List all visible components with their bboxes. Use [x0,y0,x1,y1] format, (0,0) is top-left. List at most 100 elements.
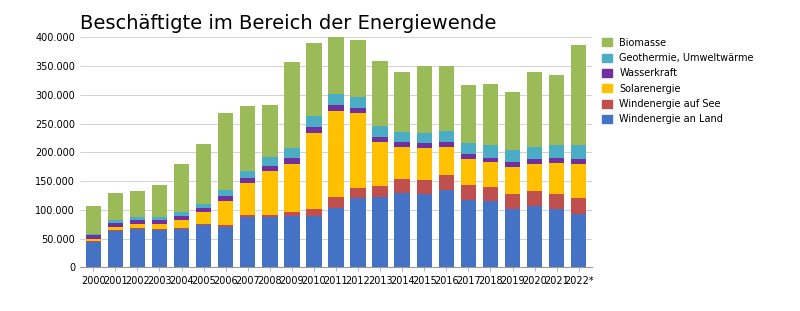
Bar [152,220,167,224]
Bar [174,229,190,267]
Bar [482,162,498,188]
Bar [196,225,211,267]
Bar [306,116,322,127]
Bar [328,111,344,197]
Bar [240,183,255,215]
Bar [218,196,234,201]
Bar [461,185,476,200]
Bar [505,150,520,162]
Bar [505,92,520,150]
Bar [527,207,542,267]
Bar [86,207,101,234]
Bar [373,186,388,197]
Bar [130,217,145,220]
Bar [373,142,388,186]
Bar [196,224,211,225]
Bar [218,190,234,196]
Bar [284,158,299,164]
Bar [461,159,476,185]
Bar [306,127,322,133]
Bar [107,231,123,267]
Bar [306,43,322,116]
Bar [107,220,123,223]
Bar [417,180,432,194]
Bar [130,229,145,267]
Bar [350,97,366,108]
Bar [394,147,410,179]
Bar [174,165,190,212]
Bar [86,234,101,235]
Bar [174,220,190,228]
Bar [86,242,101,267]
Bar [218,225,234,227]
Bar [527,191,542,207]
Bar [130,228,145,229]
Bar [505,194,520,209]
Bar [549,194,565,209]
Bar [527,72,542,147]
Bar [350,108,366,113]
Bar [394,179,410,193]
Bar [107,193,123,220]
Bar [571,198,586,214]
Bar [306,209,322,216]
Bar [218,227,234,267]
Bar [350,198,366,267]
Bar [218,201,234,225]
Bar [284,216,299,267]
Bar [284,62,299,148]
Bar [130,224,145,228]
Bar [240,171,255,178]
Bar [152,185,167,217]
Bar [571,159,586,164]
Bar [262,215,278,217]
Bar [350,39,366,97]
Bar [240,217,255,267]
Bar [262,166,278,171]
Bar [482,201,498,267]
Bar [438,142,454,147]
Bar [571,214,586,267]
Bar [549,163,565,194]
Bar [262,157,278,166]
Bar [438,66,454,131]
Bar [328,197,344,208]
Legend: Biomasse, Geothermie, Umweltwärme, Wasserkraft, Solarenergie, Windenergie auf Se: Biomasse, Geothermie, Umweltwärme, Wasse… [602,38,754,124]
Bar [417,194,432,267]
Bar [394,142,410,147]
Bar [130,220,145,224]
Bar [527,159,542,164]
Bar [196,144,211,204]
Bar [373,62,388,126]
Bar [306,216,322,267]
Text: Beschäftigte im Bereich der Energiewende: Beschäftigte im Bereich der Energiewende [80,14,496,33]
Bar [505,167,520,194]
Bar [417,133,432,143]
Bar [461,85,476,143]
Bar [196,204,211,208]
Bar [373,137,388,142]
Bar [482,85,498,146]
Bar [350,188,366,198]
Bar [328,208,344,267]
Bar [438,175,454,190]
Bar [373,126,388,137]
Bar [482,146,498,158]
Bar [174,228,190,229]
Bar [86,235,101,239]
Bar [549,158,565,163]
Bar [86,241,101,242]
Bar [174,216,190,220]
Bar [527,164,542,191]
Bar [262,104,278,157]
Bar [505,162,520,167]
Bar [482,188,498,201]
Bar [527,146,542,159]
Bar [107,223,123,227]
Bar [482,158,498,162]
Bar [549,146,565,158]
Bar [571,45,586,145]
Bar [218,113,234,190]
Bar [417,143,432,148]
Bar [107,230,123,231]
